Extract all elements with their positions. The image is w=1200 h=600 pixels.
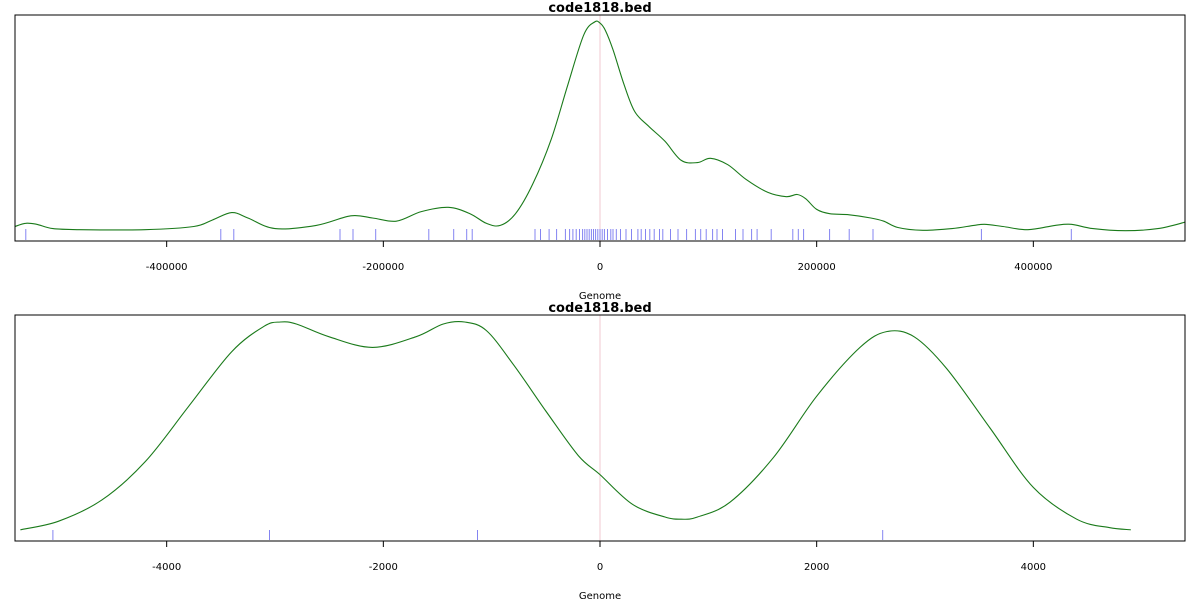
x-tick-label: 200000	[798, 262, 836, 273]
chart-title: code1818.bed	[548, 301, 651, 316]
x-tick-label: 4000	[1021, 562, 1046, 573]
x-tick-label: -2000	[369, 562, 398, 573]
density-curve	[14, 20, 1186, 232]
x-tick-label: 0	[597, 262, 603, 273]
density-panel-top: code1818.bed Genome -400000 -200000 0 20000…	[14, 1, 1186, 302]
x-axis-label: Genome	[579, 591, 621, 600]
chart-title: code1818.bed	[548, 1, 651, 16]
x-tick-label: -400000	[146, 262, 188, 273]
x-tick-label: 400000	[1014, 262, 1052, 273]
x-tick-label: 0	[597, 562, 603, 573]
density-panel-bottom: code1818.bed Genome -4000 -2000 0 2000 4000	[14, 301, 1186, 600]
x-tick-label: -4000	[152, 562, 181, 573]
x-tick-label: -200000	[362, 262, 404, 273]
density-curve	[20, 320, 1131, 531]
x-axis-label: Genome	[579, 291, 621, 302]
x-tick-label: 2000	[804, 562, 829, 573]
